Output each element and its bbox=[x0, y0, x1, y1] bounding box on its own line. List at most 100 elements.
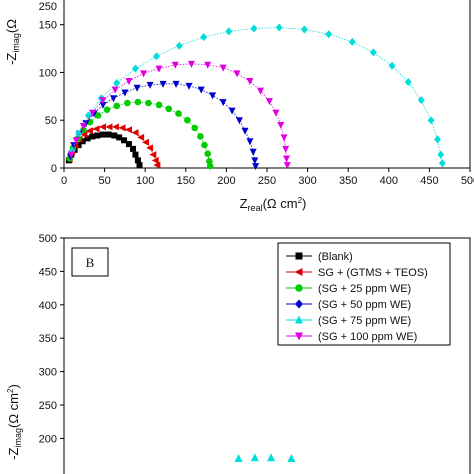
data-point bbox=[130, 145, 137, 152]
panel-a-y-tick-label: 0 bbox=[51, 163, 57, 175]
data-point bbox=[283, 162, 291, 170]
legend-marker bbox=[295, 299, 303, 309]
data-point bbox=[118, 124, 126, 132]
data-point bbox=[140, 70, 148, 78]
data-point bbox=[134, 157, 141, 164]
data-point bbox=[437, 150, 445, 159]
data-point bbox=[131, 64, 139, 73]
panel-a-y-tick-label: 100 bbox=[39, 67, 57, 79]
data-point bbox=[172, 80, 180, 88]
data-point bbox=[165, 105, 173, 113]
panel-a-x-tick-label: 50 bbox=[98, 175, 110, 187]
data-point bbox=[105, 131, 112, 138]
data-point bbox=[125, 78, 133, 86]
data-point bbox=[225, 27, 233, 36]
data-point bbox=[124, 126, 132, 134]
data-point bbox=[404, 78, 412, 86]
panel-a-x-tick-label: 150 bbox=[177, 175, 195, 187]
panel-a-x-tick-label: 300 bbox=[298, 175, 316, 187]
data-point bbox=[89, 133, 96, 140]
data-point bbox=[88, 109, 96, 117]
data-point bbox=[155, 65, 163, 73]
data-point bbox=[209, 92, 217, 100]
data-point bbox=[72, 137, 80, 145]
panel-b-data-point bbox=[267, 453, 276, 462]
data-point bbox=[175, 110, 182, 117]
data-point bbox=[257, 87, 265, 95]
panel-b: 200 250 300 350 400 450 500 B (Blank) SG + (GTM… bbox=[6, 233, 471, 474]
data-point bbox=[434, 135, 442, 144]
panel-b-data-point bbox=[234, 453, 243, 462]
data-point bbox=[197, 86, 205, 94]
data-point bbox=[146, 144, 154, 152]
data-point bbox=[136, 162, 143, 169]
data-point bbox=[133, 84, 141, 92]
panel-b-plot-frame bbox=[63, 237, 471, 474]
data-point bbox=[187, 60, 195, 68]
panel-a-x-ticks: 0 50 100 150 200 250 300 350 400 450 500 bbox=[61, 168, 474, 187]
legend-marker bbox=[295, 332, 303, 341]
data-point bbox=[79, 138, 86, 145]
panel-a-y-tick-label: 50 bbox=[45, 115, 57, 127]
panel-b-data-point bbox=[250, 453, 259, 462]
panel-b-y-tick-label: 200 bbox=[39, 433, 57, 445]
panel-b-y-tick-label: 450 bbox=[39, 266, 57, 278]
data-point bbox=[70, 142, 78, 150]
panel-a-series--sg-75-ppm-we- bbox=[68, 23, 446, 168]
legend-marker bbox=[295, 284, 303, 292]
data-point bbox=[124, 99, 131, 107]
data-point bbox=[110, 95, 118, 103]
data-point bbox=[200, 33, 208, 42]
series-line bbox=[71, 27, 443, 164]
data-point bbox=[280, 134, 288, 142]
data-point bbox=[348, 37, 356, 46]
data-point bbox=[111, 86, 119, 94]
legend-label: (Blank) bbox=[318, 251, 353, 263]
data-point bbox=[131, 129, 139, 137]
legend-label: (SG + 75 ppm WE) bbox=[318, 315, 411, 327]
panel-b-y-tick-label: 500 bbox=[39, 233, 57, 245]
panel-a-y-tick-label: 250 bbox=[39, 1, 57, 13]
data-point bbox=[417, 96, 425, 105]
data-point bbox=[99, 101, 107, 109]
panel-a-x-tick-label: 250 bbox=[258, 175, 276, 187]
legend-label: SG + (GTMS + TEOS) bbox=[318, 267, 428, 279]
data-point bbox=[185, 82, 193, 90]
data-point bbox=[155, 101, 163, 109]
panel-a-x-axis-title: Zreal(Ω cm2) bbox=[240, 196, 307, 213]
panel-b-y-tick-label: 350 bbox=[39, 333, 57, 345]
data-point bbox=[132, 151, 139, 158]
panel-a-x-tick-label: 200 bbox=[217, 175, 235, 187]
data-point bbox=[206, 162, 214, 170]
panel-a-series--sg-100-ppm-we- bbox=[67, 60, 291, 170]
data-point bbox=[325, 30, 333, 39]
data-point bbox=[228, 107, 236, 115]
data-point bbox=[121, 89, 129, 97]
data-point bbox=[85, 127, 93, 135]
data-point bbox=[84, 111, 92, 120]
data-point bbox=[369, 48, 377, 57]
data-point bbox=[137, 133, 145, 141]
data-point bbox=[113, 78, 121, 87]
data-point bbox=[233, 70, 241, 78]
data-point bbox=[134, 98, 142, 106]
panel-b-visible-points bbox=[234, 453, 296, 462]
panel-b-legend: (Blank) SG + (GTMS + TEOS) (SG + 25 ppm WE… bbox=[277, 242, 451, 346]
panel-b-y-axis-title: -Zimag(Ω cm2) bbox=[6, 384, 23, 460]
data-point bbox=[84, 135, 91, 142]
panel-b-y-tick-label: 250 bbox=[39, 400, 57, 412]
series-line bbox=[70, 83, 256, 167]
data-point bbox=[153, 161, 161, 169]
data-point bbox=[94, 132, 101, 139]
data-point bbox=[151, 156, 159, 164]
legend-label: (SG + 100 ppm WE) bbox=[318, 331, 417, 343]
data-point bbox=[171, 61, 179, 69]
data-point bbox=[219, 99, 227, 107]
panel-a-x-tick-label: 0 bbox=[61, 175, 67, 187]
legend-marker bbox=[295, 252, 303, 260]
panel-a-series-group bbox=[65, 23, 446, 171]
data-point bbox=[275, 23, 283, 32]
data-point bbox=[246, 138, 254, 146]
